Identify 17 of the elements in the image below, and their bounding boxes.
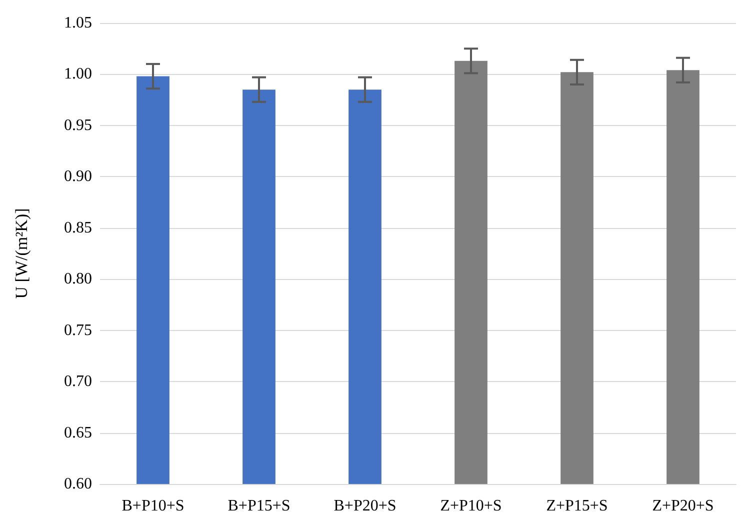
y-tick-label: 0.90 [64, 168, 92, 186]
y-tick-label: 1.00 [64, 66, 92, 83]
x-tick-label: Z+P10+S [440, 498, 502, 514]
y-tick-label: 0.85 [64, 219, 92, 236]
x-tick-label: Z+P20+S [652, 498, 714, 514]
y-tick-label: 0.60 [64, 476, 92, 492]
y-tick-label: 0.70 [64, 373, 92, 390]
x-tick-label: Z+P15+S [546, 498, 608, 514]
y-tick-label: 1.05 [64, 14, 92, 32]
y-tick-label: 0.95 [64, 116, 92, 134]
x-tick-label: B+P10+S [122, 498, 184, 514]
y-tick-label: 0.80 [64, 270, 92, 288]
x-tick-label: B+P15+S [228, 498, 290, 514]
x-tick-label: B+P20+S [334, 498, 396, 514]
y-axis-title: U [W/(m²K)] [12, 208, 31, 299]
y-tick-label: 0.75 [64, 322, 92, 339]
y-tick-label: 0.65 [64, 424, 92, 442]
